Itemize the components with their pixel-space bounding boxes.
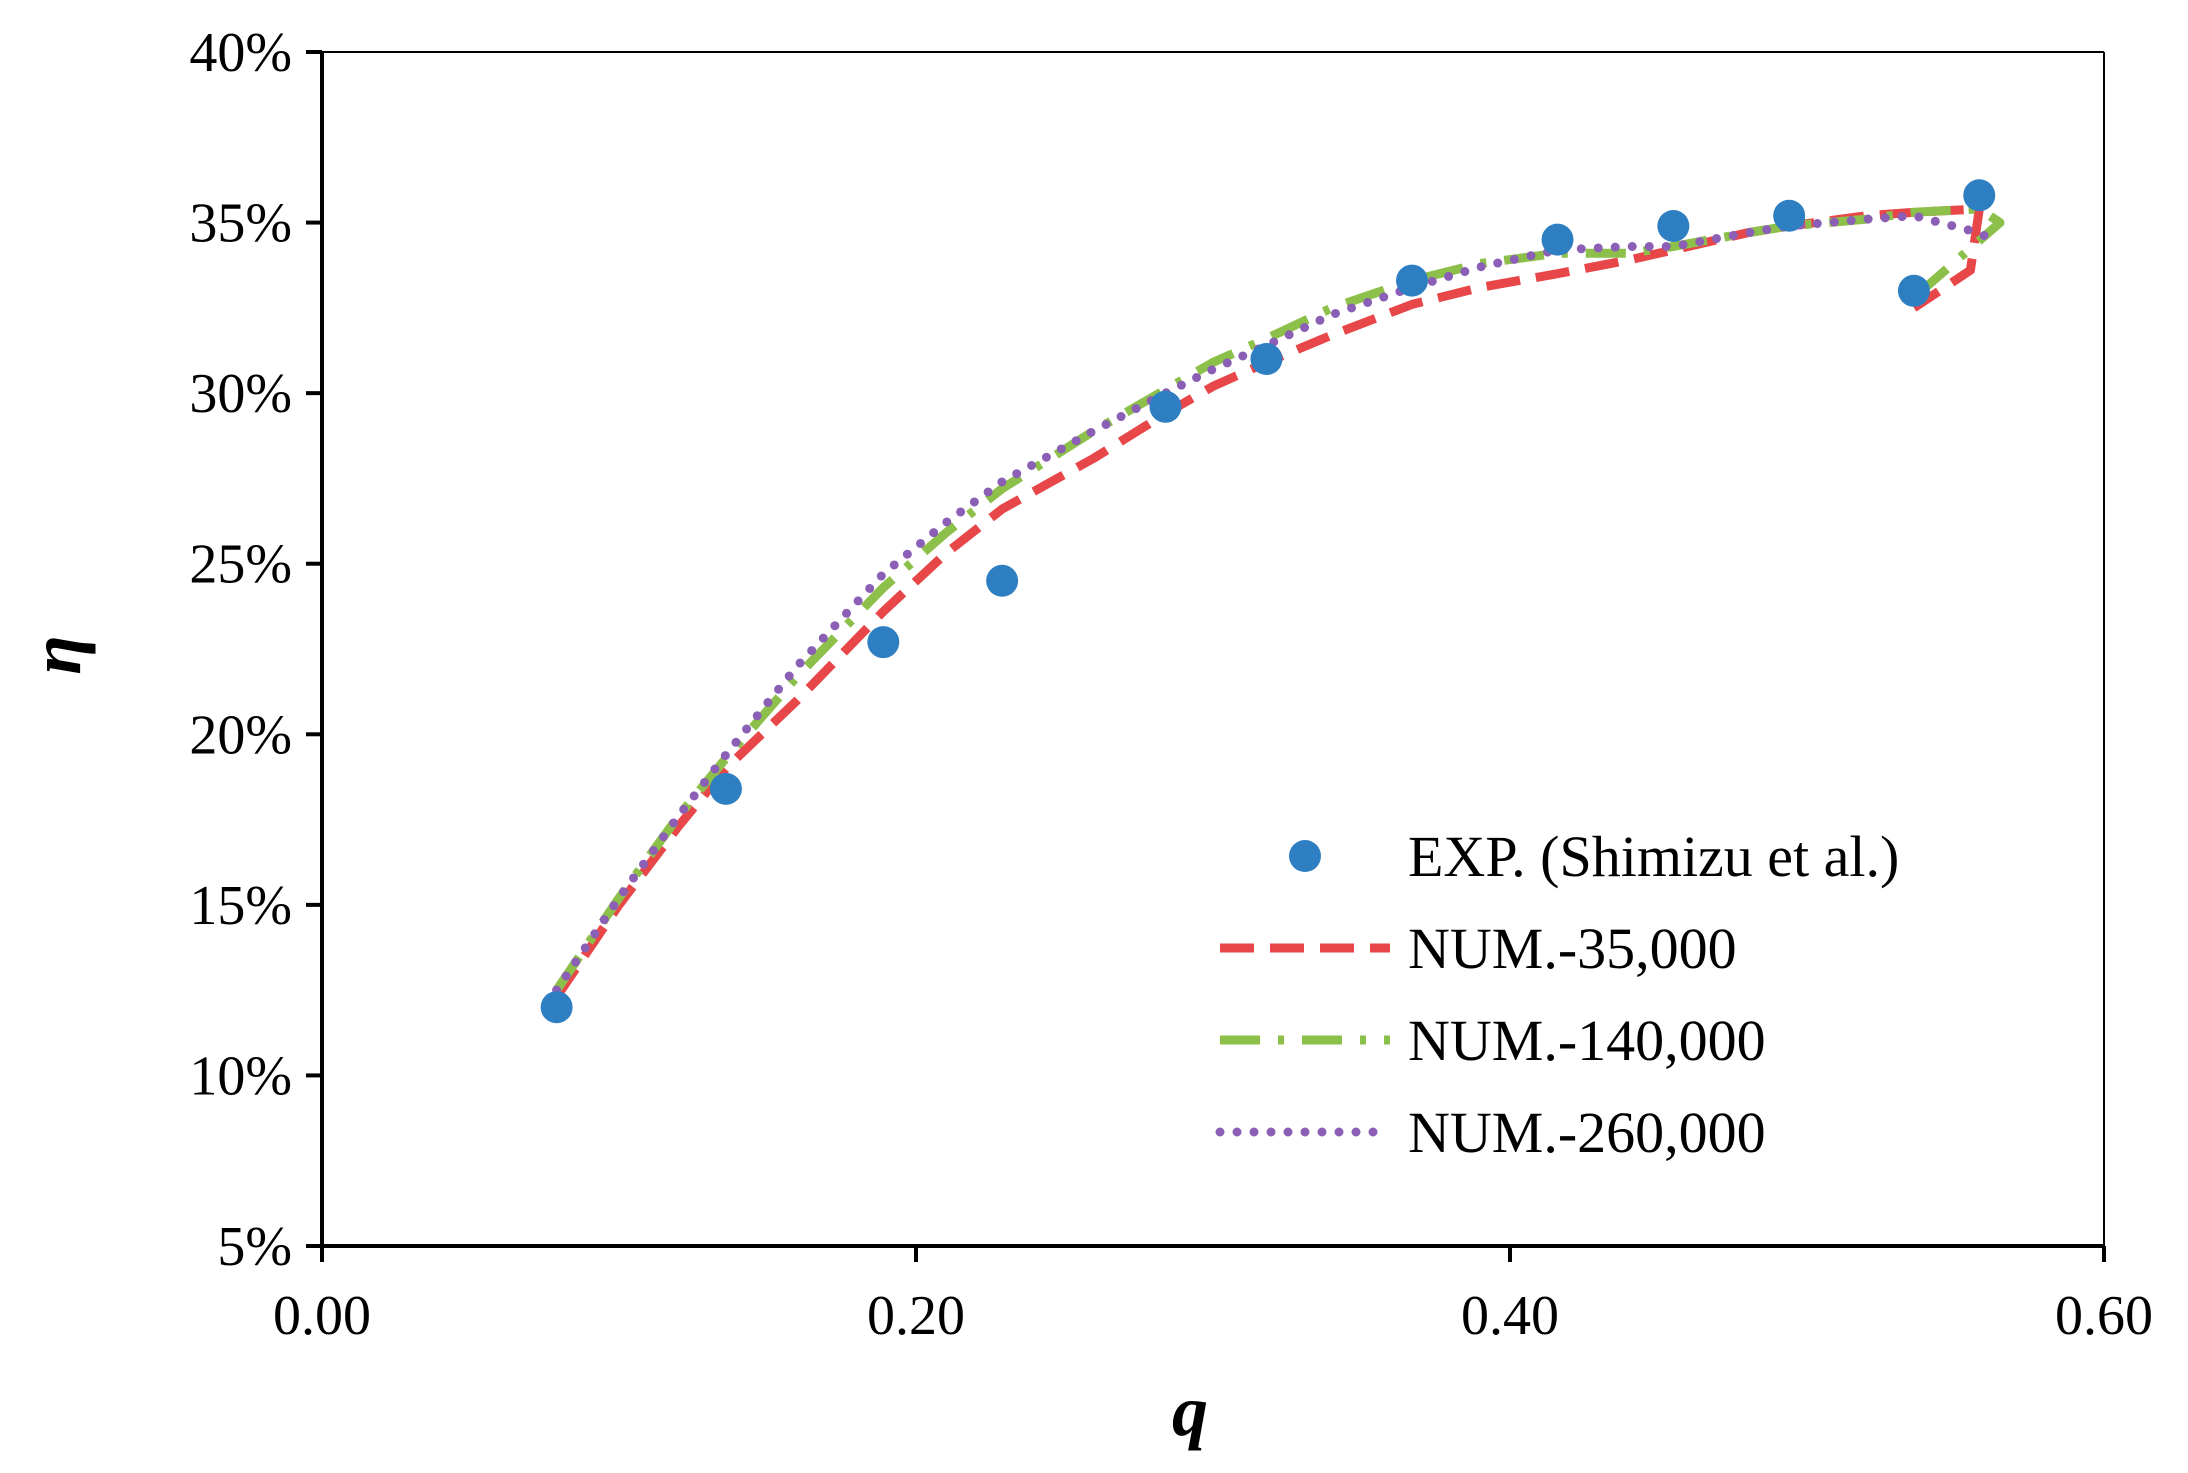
- x-tick-label: 0.60: [2055, 1285, 2153, 1347]
- legend-label: NUM.-260,000: [1408, 1100, 1766, 1165]
- data-point: [1149, 390, 1182, 423]
- y-tick-label: 25%: [189, 534, 292, 596]
- data-point: [1963, 179, 1996, 212]
- data-point: [709, 772, 742, 805]
- y-tick-label: 20%: [189, 704, 292, 766]
- data-point: [1897, 274, 1930, 307]
- x-axis-title: q: [1172, 1371, 1208, 1451]
- y-tick-label: 30%: [189, 363, 292, 425]
- legend-label: NUM.-35,000: [1408, 916, 1737, 981]
- data-point: [1395, 264, 1428, 297]
- data-point: [1250, 343, 1283, 376]
- series-layer: [540, 179, 2005, 1024]
- y-tick-label: 10%: [189, 1045, 292, 1107]
- data-point: [1773, 199, 1806, 232]
- y-tick-label: 40%: [189, 22, 292, 84]
- data-point: [1657, 209, 1690, 242]
- legend-marker: [1289, 840, 1321, 872]
- axes: 5% 10% 15% 20% 25% 30% 35% 40% 0.00 0.20 0.40 0.60: [189, 22, 2153, 1347]
- data-point: [986, 564, 1019, 597]
- data-point: [540, 991, 573, 1024]
- x-tick-label: 0.40: [1461, 1285, 1559, 1347]
- y-axis-title: η: [16, 635, 96, 675]
- data-point: [1541, 223, 1574, 256]
- data-point: [867, 626, 900, 659]
- y-tick-label: 35%: [189, 193, 292, 255]
- y-tick-label: 15%: [189, 875, 292, 937]
- x-tick-label: 0.20: [867, 1285, 965, 1347]
- y-tick-label: 5%: [217, 1216, 292, 1278]
- legend: EXP. (Shimizu et al.) NUM.-35,000 NUM.-140…: [1215, 824, 1899, 1165]
- legend-label: NUM.-140,000: [1408, 1008, 1766, 1073]
- series-line-num-35-000: [552, 204, 1984, 1000]
- x-tick-label: 0.00: [273, 1285, 371, 1347]
- legend-label: EXP. (Shimizu et al.): [1408, 824, 1899, 889]
